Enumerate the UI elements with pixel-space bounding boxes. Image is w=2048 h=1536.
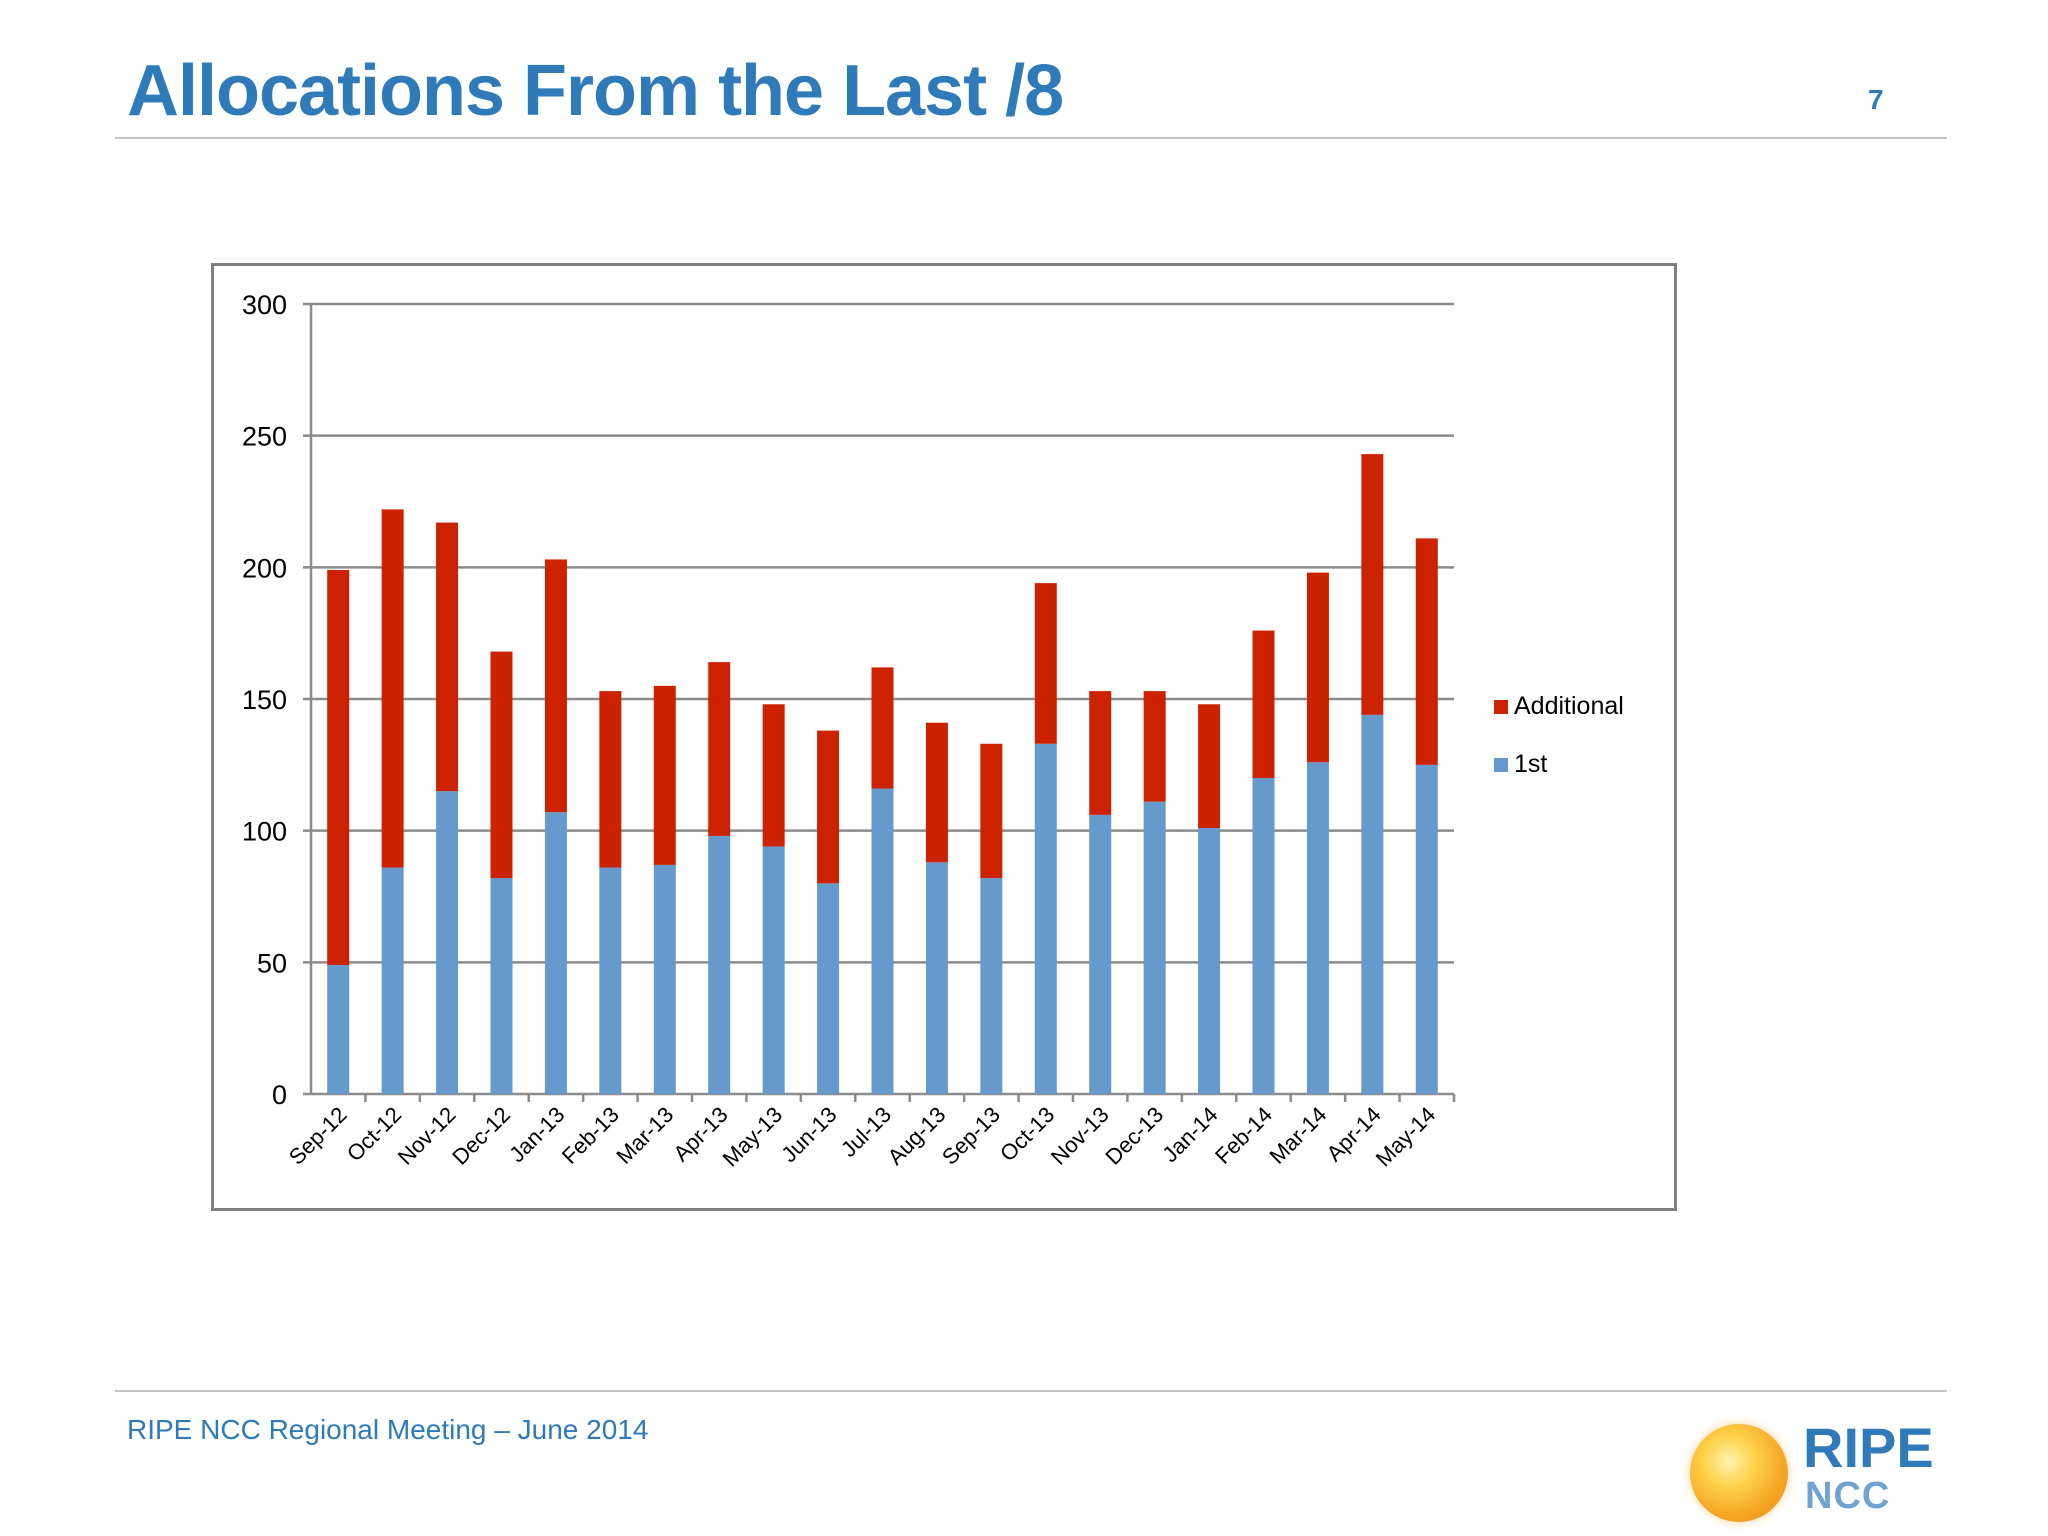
x-tick-label: Nov-12 xyxy=(393,1102,461,1170)
bar-additional-jan-13 xyxy=(544,559,567,813)
sun-logo-icon xyxy=(1690,1424,1788,1522)
x-tick-label: Sep-13 xyxy=(937,1102,1005,1170)
x-tick-label: Mar-14 xyxy=(1265,1102,1332,1169)
bar-1st-apr-14 xyxy=(1361,714,1384,1094)
y-tick-label: 250 xyxy=(242,422,287,452)
bar-additional-feb-14 xyxy=(1252,630,1275,778)
bar-additional-dec-12 xyxy=(490,651,513,879)
x-tick-label: Mar-13 xyxy=(611,1102,678,1169)
x-tick-label: Feb-13 xyxy=(557,1102,624,1169)
x-tick-label: Sep-12 xyxy=(284,1102,352,1170)
chart-frame: 0 50 100 150 200 250 300 Sep-12 Oct-12 Nov-12 Dec-… xyxy=(211,263,1677,1211)
x-tick-label: Nov-13 xyxy=(1046,1102,1114,1170)
slide-title: Allocations From the Last /8 xyxy=(127,51,1064,131)
bar-additional-aug-13 xyxy=(925,722,948,863)
bar-1st-apr-13 xyxy=(708,835,731,1094)
bar-additional-nov-13 xyxy=(1089,691,1112,815)
y-tick-label: 100 xyxy=(242,817,287,847)
page-number: 7 xyxy=(1868,84,1884,115)
bar-additional-may-13 xyxy=(762,704,785,847)
ripe-ncc-logo: RIPE NCC xyxy=(1690,1418,1950,1528)
x-tick-label: Jan-13 xyxy=(504,1102,569,1167)
bar-additional-apr-13 xyxy=(708,662,731,836)
bar-additional-jun-13 xyxy=(817,730,840,884)
bar-additional-sep-13 xyxy=(980,743,1003,879)
bar-1st-dec-12 xyxy=(490,878,513,1094)
y-tick-label: 0 xyxy=(272,1080,287,1110)
bar-1st-feb-13 xyxy=(599,867,622,1094)
x-tick-label: May-13 xyxy=(718,1102,788,1172)
x-tick-label: Jun-13 xyxy=(776,1102,841,1167)
x-tick-label: Jan-14 xyxy=(1157,1102,1222,1167)
logo-text-ncc: NCC xyxy=(1805,1475,1891,1517)
logo-text-ripe: RIPE xyxy=(1803,1416,1934,1479)
legend: Additional 1st xyxy=(1494,692,1624,778)
bar-additional-jan-14 xyxy=(1198,704,1221,829)
bar-1st-mar-14 xyxy=(1306,762,1329,1094)
bar-1st-may-14 xyxy=(1415,764,1438,1094)
bar-additional-nov-12 xyxy=(436,522,459,792)
bar-additional-mar-14 xyxy=(1306,572,1329,763)
bar-1st-sep-13 xyxy=(980,878,1003,1094)
footer-divider xyxy=(115,1390,1947,1392)
bar-additional-may-14 xyxy=(1415,538,1438,765)
x-tick-label: Dec-12 xyxy=(447,1102,515,1170)
bar-1st-nov-12 xyxy=(436,791,459,1094)
bar-1st-jun-13 xyxy=(817,883,840,1094)
bar-1st-dec-13 xyxy=(1143,801,1166,1094)
y-tick-label: 50 xyxy=(257,948,287,978)
bar-1st-may-13 xyxy=(762,846,785,1094)
legend-swatch xyxy=(1494,700,1508,714)
legend-swatch xyxy=(1494,758,1508,772)
bar-1st-jul-13 xyxy=(871,788,894,1094)
y-tick-label: 150 xyxy=(242,685,287,715)
bar-additional-oct-12 xyxy=(381,509,404,868)
bar-1st-aug-13 xyxy=(925,862,948,1094)
x-tick-label: Feb-14 xyxy=(1210,1102,1277,1169)
stacked-bar-chart: 050100150200250300Sep-12Oct-12Nov-12Dec-… xyxy=(242,290,1624,1172)
bar-additional-oct-13 xyxy=(1034,583,1057,744)
footer-text: RIPE NCC Regional Meeting – June 2014 xyxy=(127,1414,649,1445)
bars xyxy=(327,454,1438,1094)
bar-additional-apr-14 xyxy=(1361,454,1384,715)
bar-1st-feb-14 xyxy=(1252,778,1275,1094)
y-tick-label: 200 xyxy=(242,553,287,583)
header-divider xyxy=(115,137,1947,139)
bar-1st-sep-12 xyxy=(327,964,350,1094)
bar-1st-mar-13 xyxy=(653,864,676,1094)
bar-additional-sep-12 xyxy=(327,569,350,965)
bar-1st-jan-13 xyxy=(544,812,567,1094)
bar-additional-dec-13 xyxy=(1143,691,1166,802)
y-tick-label: 300 xyxy=(242,290,287,320)
bar-1st-oct-12 xyxy=(381,867,404,1094)
bar-1st-nov-13 xyxy=(1089,814,1112,1094)
bar-additional-jul-13 xyxy=(871,667,894,789)
bar-1st-oct-13 xyxy=(1034,743,1057,1094)
bar-additional-mar-13 xyxy=(653,685,676,865)
x-tick-label: May-14 xyxy=(1371,1102,1441,1172)
x-tick-label: Dec-13 xyxy=(1100,1102,1168,1170)
legend-label: Additional xyxy=(1514,692,1624,720)
bar-additional-feb-13 xyxy=(599,691,622,868)
bar-1st-jan-14 xyxy=(1198,828,1221,1094)
legend-label: 1st xyxy=(1514,750,1547,778)
x-tick-label: Aug-13 xyxy=(883,1102,951,1170)
